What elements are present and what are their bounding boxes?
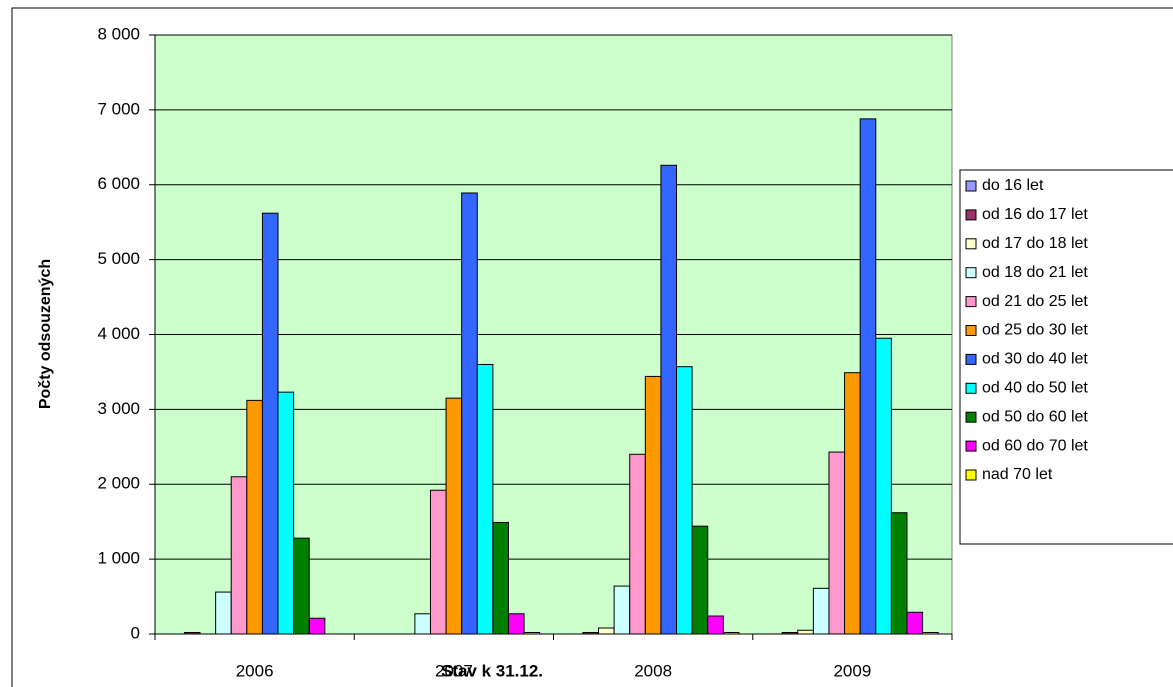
- bar: [691, 525, 709, 635]
- bar: [707, 615, 724, 635]
- y-tick-label: 4 000: [97, 324, 140, 343]
- legend-label: nad 70 let: [982, 466, 1053, 483]
- bar: [859, 118, 877, 635]
- x-tick-label: 2009: [833, 661, 871, 680]
- bar: [507, 613, 525, 635]
- bar: [261, 212, 279, 635]
- x-axis-label: Stav k 31.12.: [441, 661, 543, 680]
- legend-label: od 50 do 60 let: [982, 408, 1088, 425]
- legend-swatch: [965, 296, 977, 308]
- legend-swatch: [965, 469, 977, 481]
- legend-label: od 18 do 21 let: [982, 264, 1088, 281]
- bar: [906, 611, 924, 635]
- legend-label: od 60 do 70 let: [982, 437, 1088, 454]
- bar: [215, 591, 232, 635]
- bar: [476, 363, 494, 635]
- bar: [246, 399, 263, 635]
- legend-swatch: [965, 353, 977, 365]
- bar: [629, 453, 646, 635]
- legend-label: od 16 do 17 let: [982, 206, 1088, 223]
- legend-swatch: [965, 180, 977, 192]
- bar: [582, 632, 600, 635]
- y-tick-label: 7 000: [97, 99, 140, 118]
- y-tick-label: 8 000: [97, 24, 140, 43]
- y-tick-label: 5 000: [97, 249, 140, 268]
- bar: [797, 629, 814, 635]
- bar: [676, 366, 693, 635]
- legend-swatch: [965, 382, 977, 394]
- bar: [277, 391, 295, 635]
- bar: [828, 451, 846, 635]
- bar: [308, 617, 326, 635]
- legend-label: od 40 do 50 let: [982, 380, 1088, 397]
- bar: [781, 632, 799, 635]
- y-tick-label: 6 000: [97, 174, 140, 193]
- bar: [492, 521, 509, 635]
- bar: [429, 489, 447, 635]
- x-tick-label: 2008: [634, 661, 672, 680]
- bar: [230, 476, 248, 635]
- bar: [922, 632, 939, 635]
- bar: [461, 192, 478, 635]
- legend-swatch: [965, 440, 977, 452]
- bar: [844, 372, 861, 635]
- legend-label: od 25 do 30 let: [982, 322, 1088, 339]
- legend-label: od 30 do 40 let: [982, 351, 1088, 368]
- bar: [644, 375, 662, 635]
- x-tick-label: 2006: [236, 661, 274, 680]
- bar: [875, 337, 892, 635]
- bar: [523, 632, 541, 635]
- bar: [722, 632, 740, 635]
- bar: [812, 587, 830, 635]
- legend-label: od 21 do 25 let: [982, 293, 1088, 310]
- legend-label: od 17 do 18 let: [982, 235, 1088, 252]
- bar: [613, 585, 631, 635]
- bar: [598, 627, 615, 635]
- y-tick-label: 2 000: [97, 474, 140, 493]
- bar: [293, 537, 310, 635]
- legend-label: do 16 let: [982, 177, 1044, 194]
- bar: [890, 512, 908, 635]
- legend-swatch: [965, 267, 977, 279]
- legend-swatch: [965, 411, 977, 423]
- legend-swatch: [965, 209, 977, 221]
- y-axis-label: Počty odsouzených: [37, 259, 54, 409]
- bar: [414, 613, 431, 635]
- y-tick-label: 0: [131, 623, 140, 642]
- legend: [959, 169, 1173, 545]
- bar: [183, 632, 201, 635]
- bar: [445, 397, 463, 635]
- y-tick-label: 1 000: [97, 549, 140, 568]
- bar: [660, 164, 678, 635]
- legend-swatch: [965, 325, 977, 336]
- y-tick-label: 3 000: [97, 399, 140, 418]
- x-tick-label: 2007: [435, 661, 473, 680]
- legend-swatch: [965, 238, 977, 250]
